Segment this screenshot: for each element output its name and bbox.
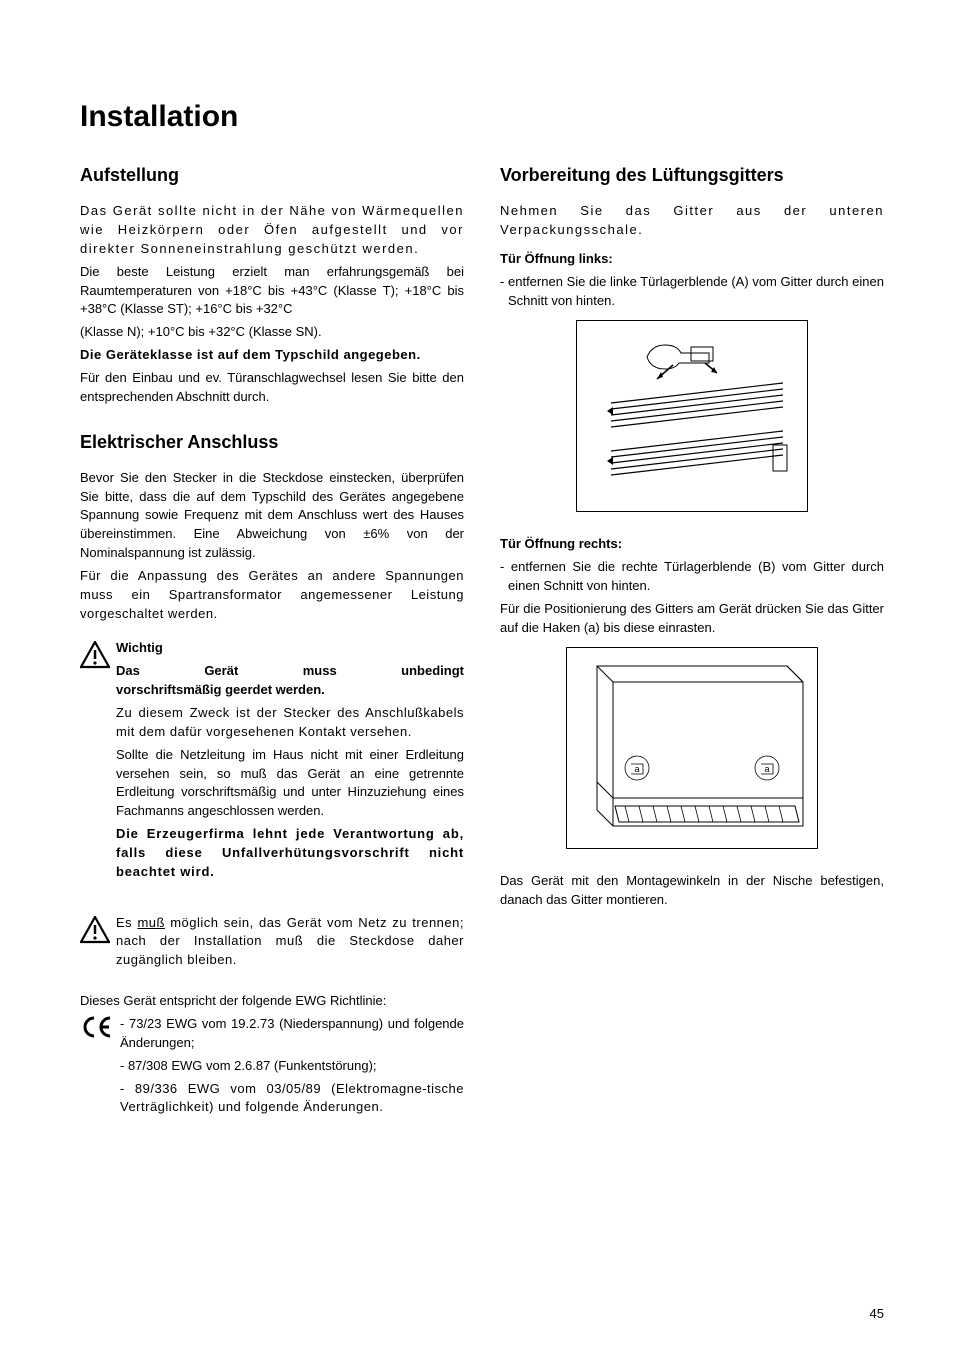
warning-text-block: Wichtig Das Gerät muss unbedingt vorschr… [116, 639, 464, 885]
body-text: Dieses Gerät entspricht der folgende EWG… [80, 992, 464, 1011]
ce-text-block: - 73/23 EWG vom 19.2.73 (Niederspannung)… [120, 1015, 464, 1121]
subheading-rechts: Tür Öffnung rechts: [500, 535, 884, 554]
body-text: Es muß möglich sein, das Gerät vom Netz … [116, 914, 464, 971]
ce-mark-icon [80, 1015, 116, 1045]
word: muß [137, 915, 165, 930]
word: Gerät [204, 662, 238, 681]
body-text-bold: Die Geräteklasse ist auf dem Typschild a… [80, 346, 464, 365]
word: Das [116, 662, 140, 681]
body-text: Bevor Sie den Stecker in die Steckdose e… [80, 469, 464, 563]
left-column: Aufstellung Das Gerät sollte nicht in de… [80, 162, 464, 1121]
word: möglich sein, das Gerät vom Netz zu tren… [116, 915, 464, 968]
warning-icon [80, 641, 112, 675]
figure-diagram-1 [576, 320, 808, 512]
manual-page: Installation Aufstellung Das Gerät sollt… [0, 0, 954, 1351]
body-text: Die beste Leistung erzielt man erfahrung… [80, 263, 464, 320]
body-text: Für den Einbau und ev. Türanschlagwechse… [80, 369, 464, 407]
warning-block: Wichtig Das Gerät muss unbedingt vorschr… [80, 639, 464, 885]
body-text: Sollte die Netzleitung im Haus nicht mit… [116, 746, 464, 821]
body-text-bold: Die Erzeugerfirma lehnt jede Verantwortu… [116, 825, 464, 882]
body-text: Das Gerät sollte nicht in der Nähe von W… [80, 202, 464, 259]
wichtig-label: Wichtig [116, 639, 464, 658]
body-text: Nehmen Sie das Gitter aus der unteren Ve… [500, 202, 884, 240]
body-text: - entfernen Sie die linke Türlagerblende… [500, 273, 884, 311]
body-text: (Klasse N); +10°C bis +32°C (Klasse SN). [80, 323, 464, 342]
body-text: Das Gerät mit den Montagewinkeln in der … [500, 872, 884, 910]
ewg-item: - 73/23 EWG vom 19.2.73 (Niederspannung)… [120, 1015, 464, 1053]
figure-container [500, 320, 884, 517]
svg-text:a: a [634, 764, 639, 774]
figure-diagram-2: a a [566, 647, 818, 849]
word: Es [116, 915, 137, 930]
word: unbedingt [401, 662, 464, 681]
subheading-links: Tür Öffnung links: [500, 250, 884, 269]
body-text: Für die Anpassung des Gerätes an andere … [80, 567, 464, 624]
section-heading-vorbereitung: Vorbereitung des Lüftungsgitters [500, 162, 884, 188]
word: vorschriftsmäßig geerdet werden. [116, 682, 325, 697]
two-column-layout: Aufstellung Das Gerät sollte nicht in de… [80, 162, 884, 1121]
body-text: Für die Positionierung des Gitters am Ge… [500, 600, 884, 638]
word: muss [303, 662, 337, 681]
ewg-item: - 87/308 EWG vom 2.6.87 (Funkentstörung)… [120, 1057, 464, 1076]
page-number: 45 [870, 1306, 884, 1321]
section-heading-aufstellung: Aufstellung [80, 162, 464, 188]
section-heading-elektrischer: Elektrischer Anschluss [80, 429, 464, 455]
page-title: Installation [80, 100, 884, 134]
body-text-bold: Das Gerät muss unbedingt vorschriftsmäßi… [116, 662, 464, 700]
body-text: - entfernen Sie die rechte Türlagerblend… [500, 558, 884, 596]
ce-block: - 73/23 EWG vom 19.2.73 (Niederspannung)… [80, 1015, 464, 1121]
body-text: Zu diesem Zweck ist der Stecker des Ansc… [116, 704, 464, 742]
warning-text-block: Es muß möglich sein, das Gerät vom Netz … [116, 914, 464, 975]
ewg-item: - 89/336 EWG vom 03/05/89 (Elektromagne-… [120, 1080, 464, 1118]
right-column: Vorbereitung des Lüftungsgitters Nehmen … [500, 162, 884, 1121]
svg-text:a: a [764, 764, 769, 774]
warning-icon [80, 916, 112, 950]
warning-block: Es muß möglich sein, das Gerät vom Netz … [80, 914, 464, 975]
figure-container: a a [500, 647, 884, 854]
